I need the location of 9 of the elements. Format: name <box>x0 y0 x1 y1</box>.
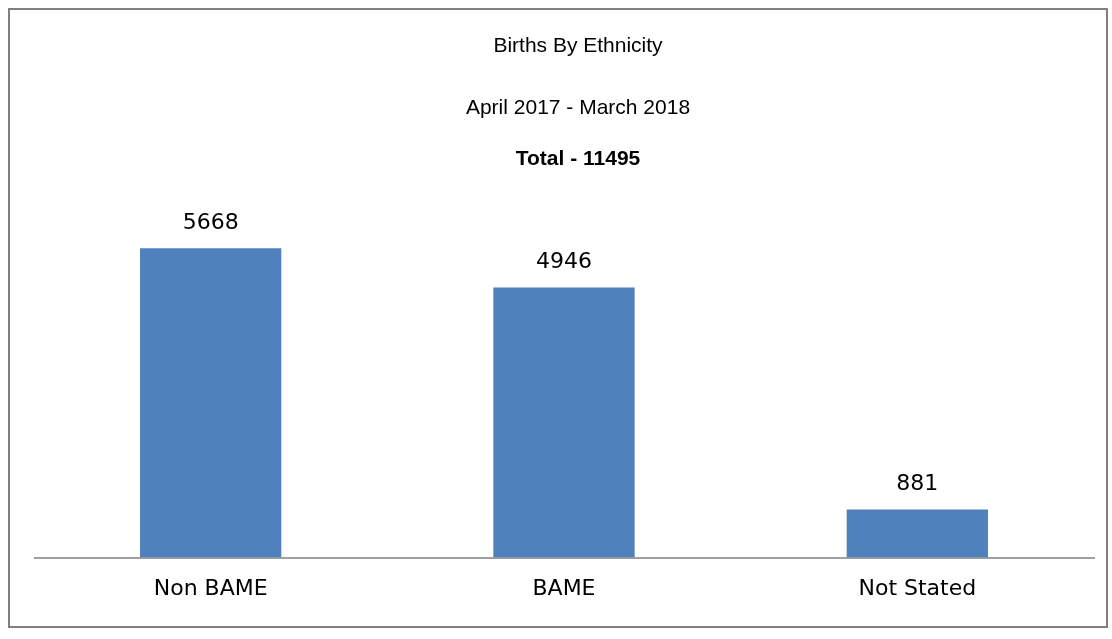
text: Total - 11495 <box>514 145 642 171</box>
data-label: 4946 <box>536 248 592 274</box>
x-tick-label: Not Stated <box>858 574 977 600</box>
x-tick-label: Non BAME <box>153 574 268 600</box>
data-label: 5668 <box>182 208 239 234</box>
chart-title: Births By Ethnicity <box>492 32 664 58</box>
data-label: 881 <box>896 470 939 496</box>
x-tick-label: BAME <box>532 574 596 600</box>
chart-subtitle: April 2017 - March 2018 <box>464 94 692 120</box>
